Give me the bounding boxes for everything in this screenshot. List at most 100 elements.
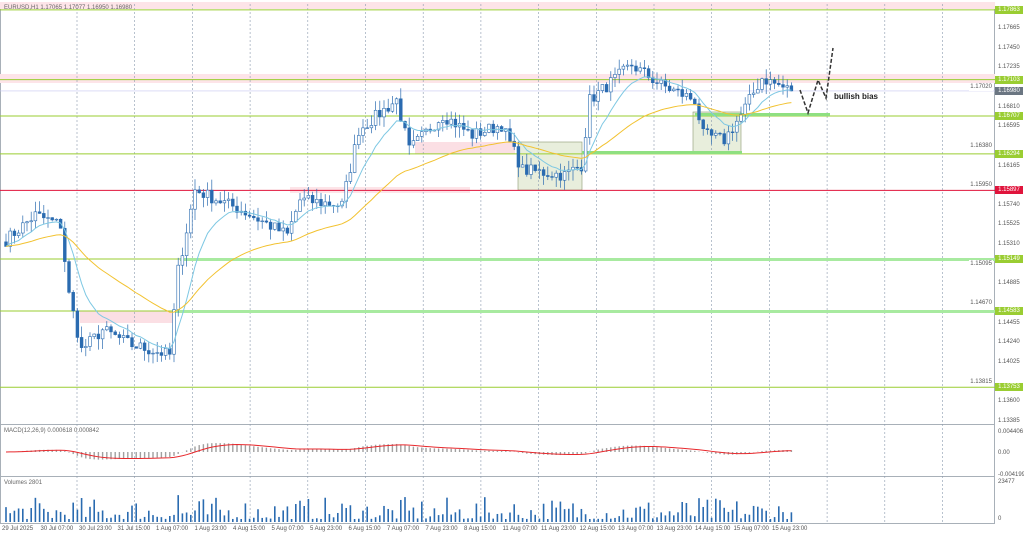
volume-panel[interactable] <box>0 476 995 524</box>
candle-body <box>172 309 176 355</box>
candle-body <box>386 107 390 112</box>
level-price-tag: 1.15149 <box>995 255 1023 264</box>
price-tick: 1.16165 <box>998 162 1020 169</box>
level-price-tag: 1.14583 <box>995 306 1023 315</box>
candle-body <box>714 132 718 136</box>
candle-body <box>273 222 277 230</box>
candle-body <box>163 347 168 356</box>
macd-tick: 0.00 <box>998 450 1010 456</box>
time-tick: 11 Aug 23:00 <box>541 526 576 532</box>
support-zone <box>582 151 742 154</box>
candle-body <box>117 334 122 338</box>
candle-body <box>655 82 659 84</box>
candle-body <box>235 205 239 213</box>
candle-body <box>226 198 231 201</box>
candle-body <box>361 127 365 136</box>
candle-body <box>252 215 256 219</box>
candle-body <box>54 218 59 221</box>
candle-body <box>672 88 676 91</box>
time-tick: 8 Aug 15:00 <box>464 526 497 532</box>
price-tick: 1.17665 <box>998 25 1020 31</box>
level-price-tag: 1.17103 <box>995 75 1023 84</box>
candle-body <box>285 227 290 234</box>
candle-body <box>466 129 470 131</box>
candle-body <box>46 217 50 219</box>
macd-signal-line <box>5 444 792 460</box>
price-tick: 1.15310 <box>998 241 1020 248</box>
candle-body <box>739 113 743 122</box>
time-tick: 1 Aug 07:00 <box>156 526 189 532</box>
candle-body <box>583 137 588 172</box>
candle-body <box>697 103 701 121</box>
candle-body <box>247 214 252 217</box>
candle-body <box>289 221 294 234</box>
candle-body <box>588 94 592 138</box>
candle-body <box>155 352 159 354</box>
candle-body <box>449 118 453 125</box>
candle-body <box>415 136 420 141</box>
candle-body <box>508 128 512 142</box>
candle-body <box>491 123 495 134</box>
candle-body <box>730 131 735 133</box>
price-tick: 1.14025 <box>998 359 1020 366</box>
resistance-zone <box>0 74 995 83</box>
candle-body <box>478 128 483 136</box>
candle-body <box>344 181 348 202</box>
candle-body <box>411 140 416 146</box>
level-price-tag: 1.17863 <box>995 5 1023 14</box>
candle-body <box>403 121 407 129</box>
time-tick: 14 Aug 15:00 <box>695 526 731 532</box>
candle-body <box>747 94 752 105</box>
candle-body <box>709 129 714 136</box>
time-tick: 5 Aug 23:00 <box>310 526 343 532</box>
candle-body <box>302 197 306 201</box>
candle-body <box>365 127 369 129</box>
candle-body <box>92 333 96 337</box>
candle-body <box>222 200 227 204</box>
time-tick: 13 Aug 23:00 <box>656 526 692 532</box>
candle-body <box>357 135 361 145</box>
macd-label: MACD(12,26,9) 0.000618 0.000842 <box>4 428 100 434</box>
candle-body <box>205 189 210 198</box>
candle-body <box>600 84 605 91</box>
candle-body <box>50 217 54 221</box>
candle-body <box>726 131 731 145</box>
price-tick: 1.13600 <box>998 398 1020 405</box>
time-tick: 4 Aug 15:00 <box>233 526 266 532</box>
candle-body <box>399 98 403 122</box>
candle-body <box>126 335 130 338</box>
candle-body <box>298 199 302 212</box>
candle-body <box>516 146 521 168</box>
candle-body <box>310 195 315 204</box>
candle-body <box>562 171 567 181</box>
candle-body <box>407 127 411 146</box>
candle-body <box>79 337 84 348</box>
support-zone <box>175 310 995 313</box>
price-tick: 1.17450 <box>998 44 1020 51</box>
candle-body <box>756 89 760 94</box>
candle-body <box>84 346 88 348</box>
candle-body <box>785 85 789 88</box>
candle-body <box>625 64 630 67</box>
candle-body <box>777 82 781 85</box>
candle-body <box>8 230 12 247</box>
candle-body <box>596 90 600 102</box>
candle-body <box>512 140 516 147</box>
candle-body <box>327 201 332 206</box>
candle-body <box>29 220 33 223</box>
price-tick: 1.14885 <box>998 280 1020 287</box>
candle-body <box>37 211 42 214</box>
candle-body <box>306 195 311 199</box>
candle-body <box>541 169 546 176</box>
time-tick: 31 Jul 15:00 <box>117 526 151 532</box>
candle-body <box>294 211 298 222</box>
price-tick: 1.13385 <box>998 417 1020 424</box>
price-tick: 1.16810 <box>998 103 1020 110</box>
candle-body <box>705 128 710 130</box>
candle-body <box>231 198 235 207</box>
candle-body <box>525 164 529 175</box>
candle-body <box>470 129 474 139</box>
candle-body <box>243 210 248 216</box>
time-tick: 15 Aug 23:00 <box>772 526 808 532</box>
